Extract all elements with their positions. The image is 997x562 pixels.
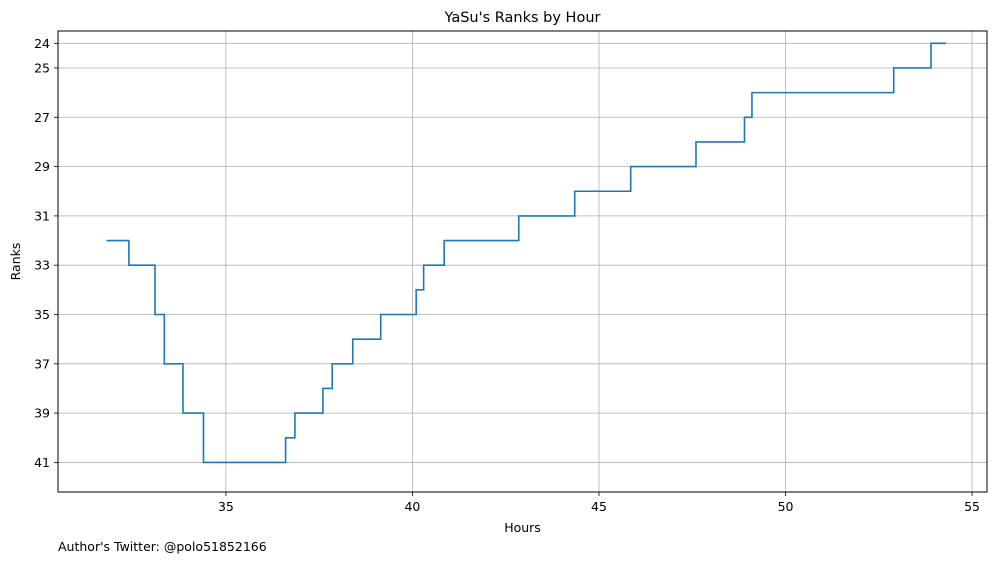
y-tick-label: 37 (34, 356, 50, 371)
author-note: Author's Twitter: @polo51852166 (58, 539, 267, 554)
axis-ticks: 35 40 45 50 55 24 25 27 29 31 33 35 37 39 41 (34, 36, 980, 514)
y-tick-label: 31 (34, 208, 50, 223)
rank-step-line (106, 42, 946, 464)
y-tick-label: 25 (34, 60, 50, 75)
y-tick-label: 35 (34, 307, 50, 322)
y-tick-label: 41 (34, 455, 50, 470)
y-axis-label: Ranks (8, 243, 23, 281)
chart-title: YaSu's Ranks by Hour (443, 10, 600, 26)
y-tick-label: 27 (34, 110, 50, 125)
x-tick-label: 55 (964, 499, 980, 514)
x-tick-label: 45 (591, 499, 607, 514)
plot-frame (57, 30, 988, 493)
y-tick-label: 29 (34, 159, 50, 174)
series-layer (106, 42, 946, 464)
y-tick-label: 33 (34, 258, 50, 273)
x-tick-label: 35 (218, 499, 234, 514)
x-tick-label: 40 (404, 499, 420, 514)
x-axis-label: Hours (504, 520, 541, 535)
x-tick-label: 50 (778, 499, 794, 514)
y-tick-label: 24 (34, 36, 50, 51)
y-tick-label: 39 (34, 406, 50, 421)
grid-lines (58, 31, 987, 492)
